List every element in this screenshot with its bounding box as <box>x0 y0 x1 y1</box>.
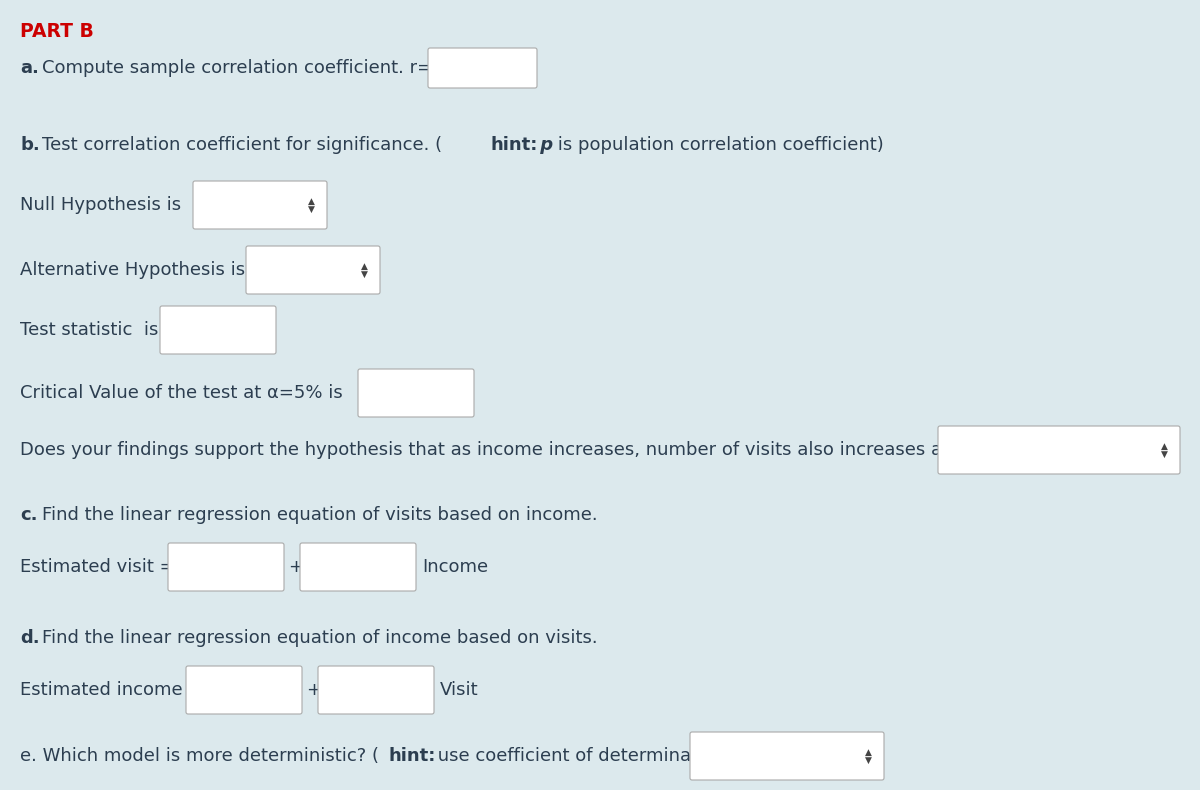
FancyBboxPatch shape <box>168 543 284 591</box>
Text: c.: c. <box>20 506 37 524</box>
FancyBboxPatch shape <box>428 48 538 88</box>
Text: is population correlation coefficient): is population correlation coefficient) <box>552 136 883 154</box>
Text: Test statistic  is: Test statistic is <box>20 321 158 339</box>
FancyBboxPatch shape <box>690 732 884 780</box>
Text: e. Which model is more deterministic? (: e. Which model is more deterministic? ( <box>20 747 379 765</box>
Text: Estimated visit =: Estimated visit = <box>20 558 175 576</box>
Text: +: + <box>306 681 322 699</box>
Text: Estimated income =: Estimated income = <box>20 681 203 699</box>
Text: Income: Income <box>422 558 488 576</box>
Text: Does your findings support the hypothesis that as income increases, number of vi: Does your findings support the hypothesi… <box>20 441 1154 459</box>
FancyBboxPatch shape <box>318 666 434 714</box>
Text: hint:: hint: <box>388 747 436 765</box>
Text: d.: d. <box>20 629 40 647</box>
Text: ▲
▼: ▲ ▼ <box>864 747 871 765</box>
Text: Visit: Visit <box>440 681 479 699</box>
Text: ▲
▼: ▲ ▼ <box>360 261 367 279</box>
FancyBboxPatch shape <box>300 543 416 591</box>
Text: PART B: PART B <box>20 22 94 41</box>
Text: Compute sample correlation coefficient. r=: Compute sample correlation coefficient. … <box>42 59 432 77</box>
Text: p: p <box>534 136 553 154</box>
Text: b.: b. <box>20 136 40 154</box>
Text: ▲
▼: ▲ ▼ <box>307 197 314 213</box>
Text: Alternative Hypothesis is: Alternative Hypothesis is <box>20 261 245 279</box>
FancyBboxPatch shape <box>186 666 302 714</box>
FancyBboxPatch shape <box>160 306 276 354</box>
Text: a.: a. <box>20 59 38 77</box>
Text: Find the linear regression equation of income based on visits.: Find the linear regression equation of i… <box>42 629 598 647</box>
Text: use coefficient of determination to decide): use coefficient of determination to deci… <box>432 747 822 765</box>
Text: ▲
▼: ▲ ▼ <box>1160 442 1168 458</box>
FancyBboxPatch shape <box>358 369 474 417</box>
Text: +: + <box>288 558 302 576</box>
Text: Test correlation coefficient for significance. (: Test correlation coefficient for signifi… <box>42 136 442 154</box>
Text: Critical Value of the test at α=5% is: Critical Value of the test at α=5% is <box>20 384 343 402</box>
Text: Null Hypothesis is: Null Hypothesis is <box>20 196 181 214</box>
Text: Find the linear regression equation of visits based on income.: Find the linear regression equation of v… <box>42 506 598 524</box>
FancyBboxPatch shape <box>246 246 380 294</box>
FancyBboxPatch shape <box>938 426 1180 474</box>
Text: hint:: hint: <box>490 136 538 154</box>
FancyBboxPatch shape <box>193 181 326 229</box>
